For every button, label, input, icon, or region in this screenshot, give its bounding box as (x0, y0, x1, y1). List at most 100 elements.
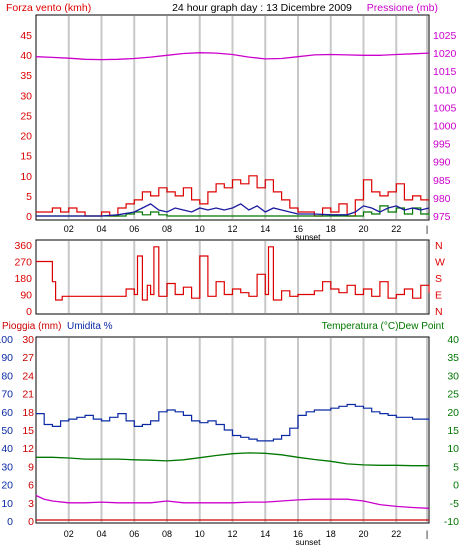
rain-tick-2: 6 (28, 480, 34, 492)
wind-gust-line (36, 203, 430, 217)
x-tick-label-20: 20 (358, 529, 368, 539)
humidity-tick-1: 10 (1, 498, 13, 510)
x-tick-label-end: | (426, 224, 428, 234)
rain-tick-8: 24 (22, 370, 34, 382)
humidity-tick-4: 40 (1, 443, 13, 455)
temperature-tick-6: 20 (447, 407, 459, 419)
x-tick-label-12: 12 (227, 529, 237, 539)
pressure-tick-4: 995 (433, 139, 451, 151)
rain-tick-3: 9 (28, 461, 34, 473)
sunset-label: sunset (295, 537, 321, 547)
temperature-tick-9: 35 (447, 352, 459, 364)
wind-direction-deg-tick-2: 180 (14, 273, 32, 285)
wind-direction-compass-tick-4: N (435, 240, 443, 252)
rain-tick-5: 15 (22, 425, 34, 437)
pressure-tick-6: 1005 (433, 102, 457, 114)
graph-title: 24 hour graph day : 13 Dicembre 2009 (172, 2, 352, 14)
pressure-tick-0: 975 (433, 211, 451, 223)
temperature-tick-0: -10 (444, 516, 459, 528)
humidity-tick-8: 80 (1, 370, 13, 382)
wind-speed-tick-8: 40 (20, 50, 32, 62)
humidity-tick-3: 30 (1, 461, 13, 473)
x-tick-label-end: | (426, 529, 428, 539)
wind-speed-tick-6: 30 (20, 90, 32, 102)
wind-speed-tick-0: 0 (26, 211, 32, 223)
x-tick-label-06: 06 (129, 224, 139, 234)
wind-direction-compass-tick-3: W (435, 257, 445, 269)
x-tick-label-10: 10 (195, 224, 205, 234)
wind-direction-deg-tick-4: 360 (14, 240, 32, 252)
x-tick-label-02: 02 (64, 224, 74, 234)
temperature-tick-1: -5 (450, 498, 459, 510)
x-tick-label-16: 16 (293, 224, 303, 234)
pressure-tick-1: 980 (433, 193, 451, 205)
wind-direction-deg-tick-0: 0 (26, 306, 32, 318)
pressure-tick-8: 1015 (433, 66, 457, 78)
humidity-tick-5: 50 (1, 425, 13, 437)
humidity-tick-10: 100 (0, 334, 13, 346)
rain-tick-0: 0 (28, 516, 34, 528)
temperature-tick-2: 0 (453, 480, 459, 492)
x-tick-label-18: 18 (326, 224, 336, 234)
wind-direction-compass-tick-0: N (435, 306, 443, 318)
temperature-tick-4: 10 (447, 443, 459, 455)
temperature-tick-7: 25 (447, 389, 459, 401)
humidity-tick-2: 20 (1, 480, 13, 492)
x-tick-label-04: 04 (96, 224, 106, 234)
wind-speed-tick-4: 20 (20, 131, 32, 143)
wind-speed-line (36, 175, 429, 217)
wind-speed-tick-5: 25 (20, 110, 32, 122)
wind-direction-compass-tick-1: E (435, 290, 442, 302)
humidity-line (36, 403, 430, 442)
x-tick-label-08: 08 (162, 224, 172, 234)
x-tick-label-10: 10 (195, 529, 205, 539)
humidity-tick-9: 90 (1, 352, 13, 364)
wind-direction-line (36, 246, 430, 301)
x-tick-label-16: 16 (293, 529, 303, 539)
temperature-line (36, 452, 429, 467)
humidity-tick-0: 0 (7, 516, 13, 528)
wind-direction-deg-tick-1: 90 (20, 290, 32, 302)
pressure-tick-9: 1020 (433, 48, 457, 60)
x-tick-label-06: 06 (129, 529, 139, 539)
pressure-line (35, 52, 430, 61)
wind-green-line (36, 205, 430, 217)
x-tick-label-22: 22 (391, 529, 401, 539)
x-tick-label-22: 22 (391, 224, 401, 234)
pressure-tick-7: 1010 (433, 84, 457, 96)
x-tick-label-14: 14 (260, 529, 270, 539)
panel-humidity-temp: 0102030405060708090100036912151821242730… (0, 334, 459, 547)
wind-direction-deg-tick-3: 270 (14, 257, 32, 269)
temperature-tick-3: 5 (453, 461, 459, 473)
wind-speed-tick-1: 5 (26, 191, 32, 203)
x-tick-label-14: 14 (260, 224, 270, 234)
pressure-axis-title: Pressione (mb) (367, 2, 438, 14)
pressure-tick-10: 1025 (433, 30, 457, 42)
pressure-tick-2: 985 (433, 175, 451, 187)
pressure-tick-5: 1000 (433, 121, 457, 133)
rain-tick-4: 12 (22, 443, 34, 455)
humidity-tick-7: 70 (1, 389, 13, 401)
temperature-axis-title: Temperatura (°C)Dew Point (322, 321, 445, 332)
wind-axis-title: Forza vento (kmh) (6, 2, 91, 14)
dewpoint-line (35, 494, 430, 509)
sunset-label: sunset (295, 232, 321, 242)
humidity-tick-6: 60 (1, 407, 13, 419)
temperature-tick-10: 40 (447, 334, 459, 346)
wind-speed-tick-7: 35 (20, 70, 32, 82)
rain-tick-9: 27 (22, 352, 34, 364)
x-tick-label-18: 18 (326, 529, 336, 539)
x-tick-label-08: 08 (162, 529, 172, 539)
x-tick-label-20: 20 (358, 224, 368, 234)
wind-direction-compass-tick-2: S (435, 273, 442, 285)
x-tick-label-12: 12 (227, 224, 237, 234)
panel-wind-pressure: 0510152025303540459759809859909951000100… (20, 14, 457, 242)
pressure-tick-3: 990 (433, 157, 451, 169)
rain-tick-7: 21 (22, 389, 34, 401)
x-tick-label-02: 02 (64, 529, 74, 539)
rain-tick-6: 18 (22, 407, 34, 419)
rain-tick-1: 3 (28, 498, 34, 510)
rain-tick-10: 30 (22, 334, 34, 346)
